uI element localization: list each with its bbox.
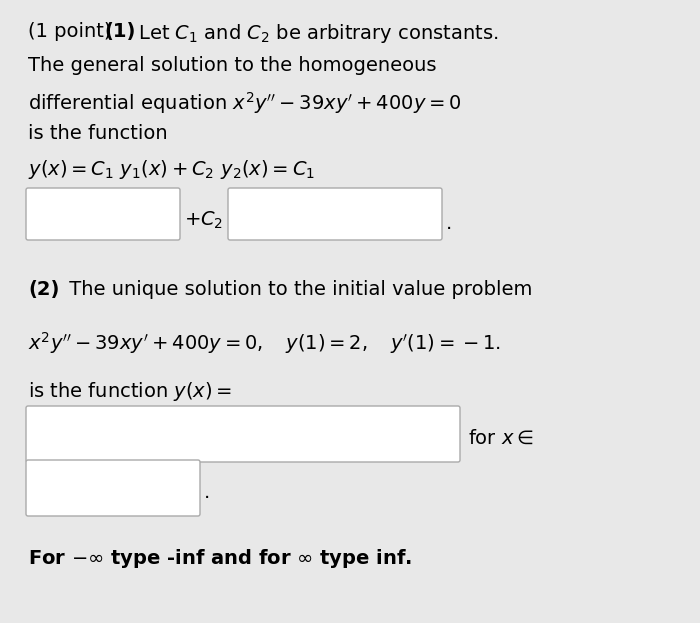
Text: (2): (2) bbox=[28, 280, 60, 299]
FancyBboxPatch shape bbox=[26, 460, 200, 516]
Text: The unique solution to the initial value problem: The unique solution to the initial value… bbox=[63, 280, 533, 299]
FancyBboxPatch shape bbox=[26, 188, 180, 240]
Text: (1): (1) bbox=[104, 22, 135, 41]
FancyBboxPatch shape bbox=[228, 188, 442, 240]
Text: for $x \in$: for $x \in$ bbox=[468, 429, 533, 448]
Text: Let $C_1$ and $C_2$ be arbitrary constants.: Let $C_1$ and $C_2$ be arbitrary constan… bbox=[132, 22, 498, 45]
Text: $x^2y'' - 39xy' + 400y = 0, \quad y(1) = 2, \quad y'(1) = -1.$: $x^2y'' - 39xy' + 400y = 0, \quad y(1) =… bbox=[28, 330, 501, 356]
Text: $+C_2$: $+C_2$ bbox=[184, 210, 223, 231]
FancyBboxPatch shape bbox=[26, 406, 460, 462]
Text: differential equation $x^2y'' - 39xy' + 400y = 0$: differential equation $x^2y'' - 39xy' + … bbox=[28, 90, 461, 116]
Text: $y(x) = C_1\ y_1(x) + C_2\ y_2(x) = C_1$: $y(x) = C_1\ y_1(x) + C_2\ y_2(x) = C_1$ bbox=[28, 158, 315, 181]
Text: .: . bbox=[204, 483, 210, 502]
Text: is the function: is the function bbox=[28, 124, 167, 143]
Text: The general solution to the homogeneous: The general solution to the homogeneous bbox=[28, 56, 437, 75]
Text: For $-\infty$ type -inf and for $\infty$ type inf.: For $-\infty$ type -inf and for $\infty$… bbox=[28, 547, 412, 570]
Text: is the function $y(x) =$: is the function $y(x) =$ bbox=[28, 380, 232, 403]
Text: .: . bbox=[446, 214, 452, 233]
Text: (1 point): (1 point) bbox=[28, 22, 118, 41]
